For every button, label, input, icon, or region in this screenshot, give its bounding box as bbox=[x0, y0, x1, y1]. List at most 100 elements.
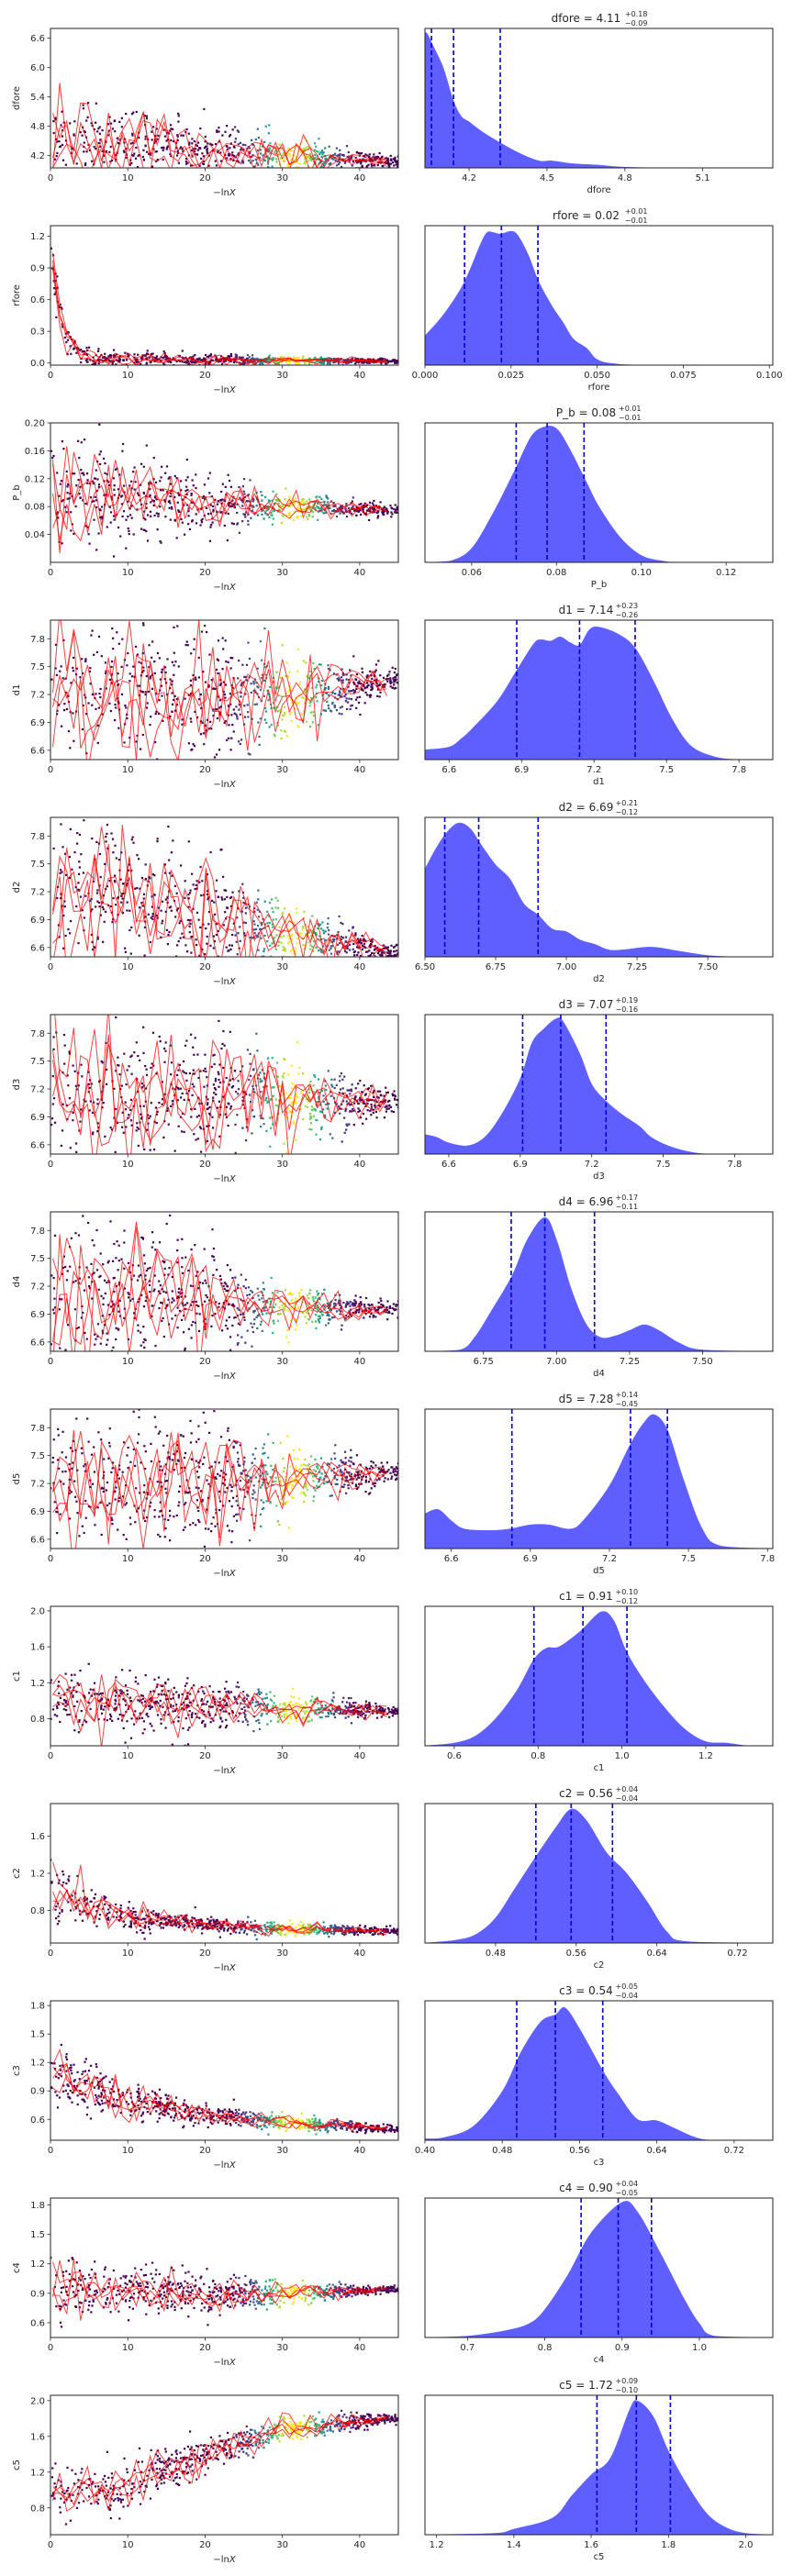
run-point bbox=[220, 848, 223, 851]
run-point bbox=[339, 706, 341, 709]
run-point bbox=[351, 1083, 353, 1086]
run-point bbox=[241, 161, 244, 163]
run-point bbox=[145, 352, 149, 355]
run-point bbox=[161, 1288, 163, 1291]
run-point bbox=[340, 936, 343, 938]
run-point bbox=[377, 358, 380, 361]
run-point bbox=[290, 719, 293, 722]
run-x-tick-label: 0 bbox=[48, 1160, 53, 1170]
run-point bbox=[143, 926, 147, 928]
run-point bbox=[316, 505, 318, 508]
run-point bbox=[266, 506, 270, 509]
run-point bbox=[395, 678, 397, 681]
run-point bbox=[152, 478, 155, 481]
run-point bbox=[73, 348, 75, 350]
run-point bbox=[318, 138, 320, 140]
run-point bbox=[205, 1282, 207, 1284]
run-point bbox=[393, 1097, 396, 1100]
run-point bbox=[69, 815, 71, 816]
run-point bbox=[174, 916, 177, 918]
run-point bbox=[238, 531, 240, 534]
run-point bbox=[296, 516, 298, 519]
run-point bbox=[219, 499, 222, 502]
run-point bbox=[230, 684, 233, 687]
run-point bbox=[207, 684, 210, 687]
run-point bbox=[117, 357, 121, 360]
run-point bbox=[255, 505, 258, 507]
run-point bbox=[170, 905, 173, 908]
run-point bbox=[222, 1066, 225, 1070]
run-point bbox=[291, 1103, 295, 1105]
run-point bbox=[239, 141, 241, 144]
run-point bbox=[152, 457, 155, 460]
run-point bbox=[289, 149, 292, 151]
run-point bbox=[96, 478, 99, 481]
run-point bbox=[384, 683, 386, 685]
run-point bbox=[251, 160, 254, 162]
run-point bbox=[372, 358, 375, 361]
run-point bbox=[243, 716, 247, 718]
posterior-x-tick-label: 0.06 bbox=[462, 568, 482, 578]
run-point bbox=[319, 923, 322, 926]
run-point bbox=[324, 1080, 327, 1083]
run-point bbox=[255, 927, 258, 930]
run-point bbox=[361, 948, 363, 951]
run-point bbox=[89, 683, 92, 685]
run-point bbox=[286, 153, 289, 157]
run-point bbox=[187, 840, 190, 843]
run-point bbox=[236, 916, 239, 919]
run-point bbox=[384, 1105, 386, 1108]
run-point bbox=[322, 151, 325, 154]
run-point bbox=[229, 352, 232, 356]
run-point bbox=[105, 150, 107, 152]
run-point bbox=[73, 656, 75, 660]
run-point bbox=[54, 643, 58, 646]
run-point bbox=[251, 1297, 254, 1300]
run-point bbox=[195, 1300, 197, 1303]
run-point bbox=[228, 737, 230, 739]
run-point bbox=[204, 135, 207, 139]
run-point bbox=[395, 163, 397, 166]
run-y-tick-label: 7.2 bbox=[30, 888, 45, 898]
posterior-axes-frame bbox=[424, 422, 774, 563]
run-point bbox=[76, 994, 78, 996]
run-point bbox=[222, 1029, 225, 1033]
run-point bbox=[285, 1111, 287, 1114]
run-point bbox=[383, 1094, 385, 1097]
run-point bbox=[376, 163, 379, 167]
run-point bbox=[184, 490, 187, 493]
run-point bbox=[186, 488, 189, 492]
run-point bbox=[251, 155, 253, 158]
run-point bbox=[252, 498, 255, 501]
run-point bbox=[280, 694, 283, 697]
run-point bbox=[280, 147, 283, 150]
run-point bbox=[108, 1314, 111, 1316]
run-point bbox=[113, 1290, 116, 1294]
run-point bbox=[373, 1089, 375, 1092]
run-point bbox=[63, 1044, 66, 1047]
run-point bbox=[324, 938, 327, 941]
run-point bbox=[297, 1072, 300, 1075]
run-point bbox=[144, 694, 147, 696]
run-point bbox=[60, 480, 62, 483]
run-point bbox=[304, 691, 307, 694]
run-point bbox=[151, 352, 153, 355]
run-point bbox=[327, 507, 329, 510]
run-point bbox=[93, 1244, 95, 1247]
run-point bbox=[85, 1338, 88, 1340]
run-point bbox=[243, 675, 246, 678]
run-point bbox=[134, 645, 138, 648]
run-point bbox=[338, 1092, 341, 1094]
run-point bbox=[348, 1302, 351, 1305]
run-point bbox=[389, 677, 392, 680]
run-point bbox=[50, 678, 53, 681]
run-point bbox=[218, 361, 220, 363]
run-point bbox=[361, 944, 363, 947]
run-point bbox=[233, 1070, 236, 1072]
run-point bbox=[138, 137, 140, 139]
run-point bbox=[308, 1088, 311, 1091]
run-point bbox=[280, 1094, 283, 1097]
run-point bbox=[160, 356, 162, 359]
run-point bbox=[135, 361, 138, 363]
run-point bbox=[229, 1336, 232, 1338]
